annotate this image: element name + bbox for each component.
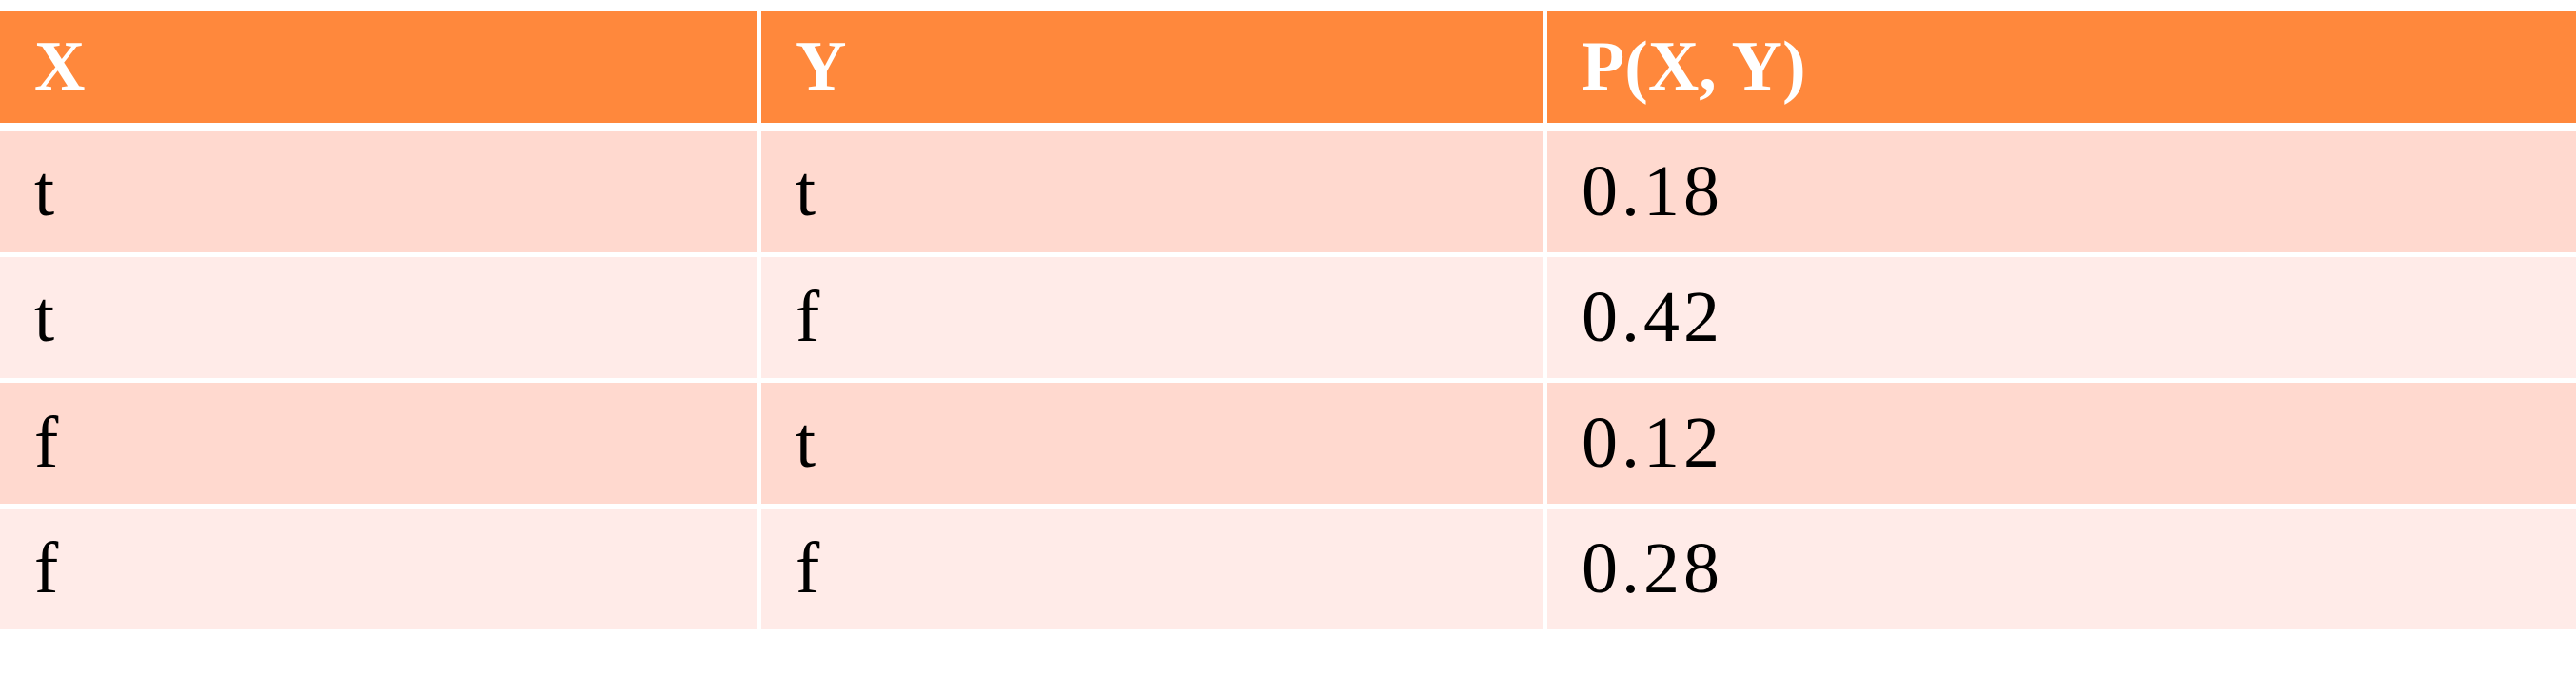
table-cell-x: t bbox=[0, 131, 761, 257]
table-cell-probability: 0.42 bbox=[1547, 257, 2576, 383]
table-cell-probability: 0.12 bbox=[1547, 383, 2576, 508]
table-cell-x: f bbox=[0, 383, 761, 508]
table-cell-y: t bbox=[761, 383, 1547, 508]
header-y: Y bbox=[761, 11, 1547, 131]
table-cell-y: f bbox=[761, 508, 1547, 634]
table-cell-y: t bbox=[761, 131, 1547, 257]
table-cell-x: t bbox=[0, 257, 761, 383]
table-cell-probability: 0.28 bbox=[1547, 508, 2576, 634]
header-probability: P(X, Y) bbox=[1547, 11, 2576, 131]
table-cell-x: f bbox=[0, 508, 761, 634]
table-cell-probability: 0.18 bbox=[1547, 131, 2576, 257]
table-cell-y: f bbox=[761, 257, 1547, 383]
header-x: X bbox=[0, 11, 761, 131]
probability-table: X Y P(X, Y) t t 0.18 t f 0.42 f t 0.12 f… bbox=[0, 11, 2576, 634]
